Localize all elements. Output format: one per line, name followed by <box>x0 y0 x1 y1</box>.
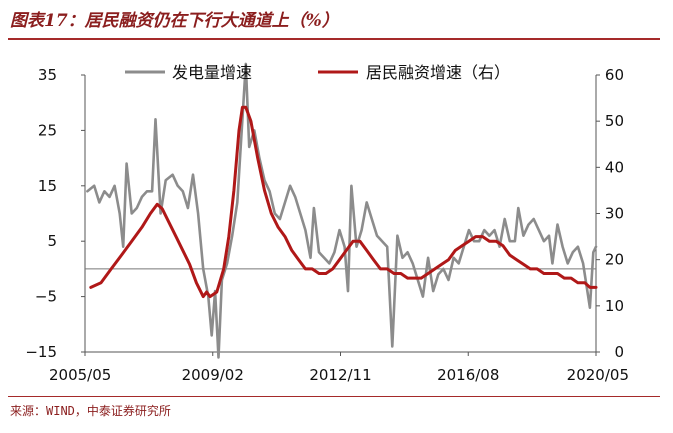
series-line-1 <box>86 62 598 359</box>
title-rule <box>8 38 660 40</box>
right-tick-label: 50 <box>605 112 624 130</box>
series-line-2 <box>89 105 598 299</box>
x-tick-label: 2012/11 <box>309 366 371 384</box>
x-tick-label: 2020/05 <box>567 366 629 384</box>
source-note: 来源：WIND，中泰证券研究所 <box>10 404 171 418</box>
right-tick-label: 30 <box>605 205 624 223</box>
left-tick-label: −5 <box>35 288 57 306</box>
legend-label-2: 居民融资增速（右） <box>366 63 510 82</box>
source-rule <box>8 396 660 397</box>
x-tick-label: 2009/02 <box>182 366 244 384</box>
left-tick-label: −15 <box>25 343 57 361</box>
right-tick-label: 40 <box>605 158 624 176</box>
x-tick-label: 2016/08 <box>437 366 499 384</box>
right-tick-label: 10 <box>605 297 624 315</box>
legend: 发电量增速 居民融资增速（右） <box>125 63 510 82</box>
legend-label-1: 发电量增速 <box>172 63 252 82</box>
left-tick-label: 25 <box>38 121 57 139</box>
right-tick-label: 0 <box>614 343 624 361</box>
x-tick-label: 2005/05 <box>49 366 111 384</box>
left-tick-label: 15 <box>38 177 57 195</box>
left-tick-label: 35 <box>38 66 57 84</box>
series-lines <box>86 62 598 359</box>
right-tick-label: 20 <box>605 251 624 269</box>
left-tick-label: 5 <box>47 232 57 250</box>
chart-title: 图表17：居民融资仍在下行大通道上（%） <box>10 11 339 31</box>
right-tick-label: 60 <box>605 66 624 84</box>
axes: 35 25 15 5 −5 −15 60 50 40 30 20 10 0 2005/05 2009/02 2… <box>25 66 629 384</box>
